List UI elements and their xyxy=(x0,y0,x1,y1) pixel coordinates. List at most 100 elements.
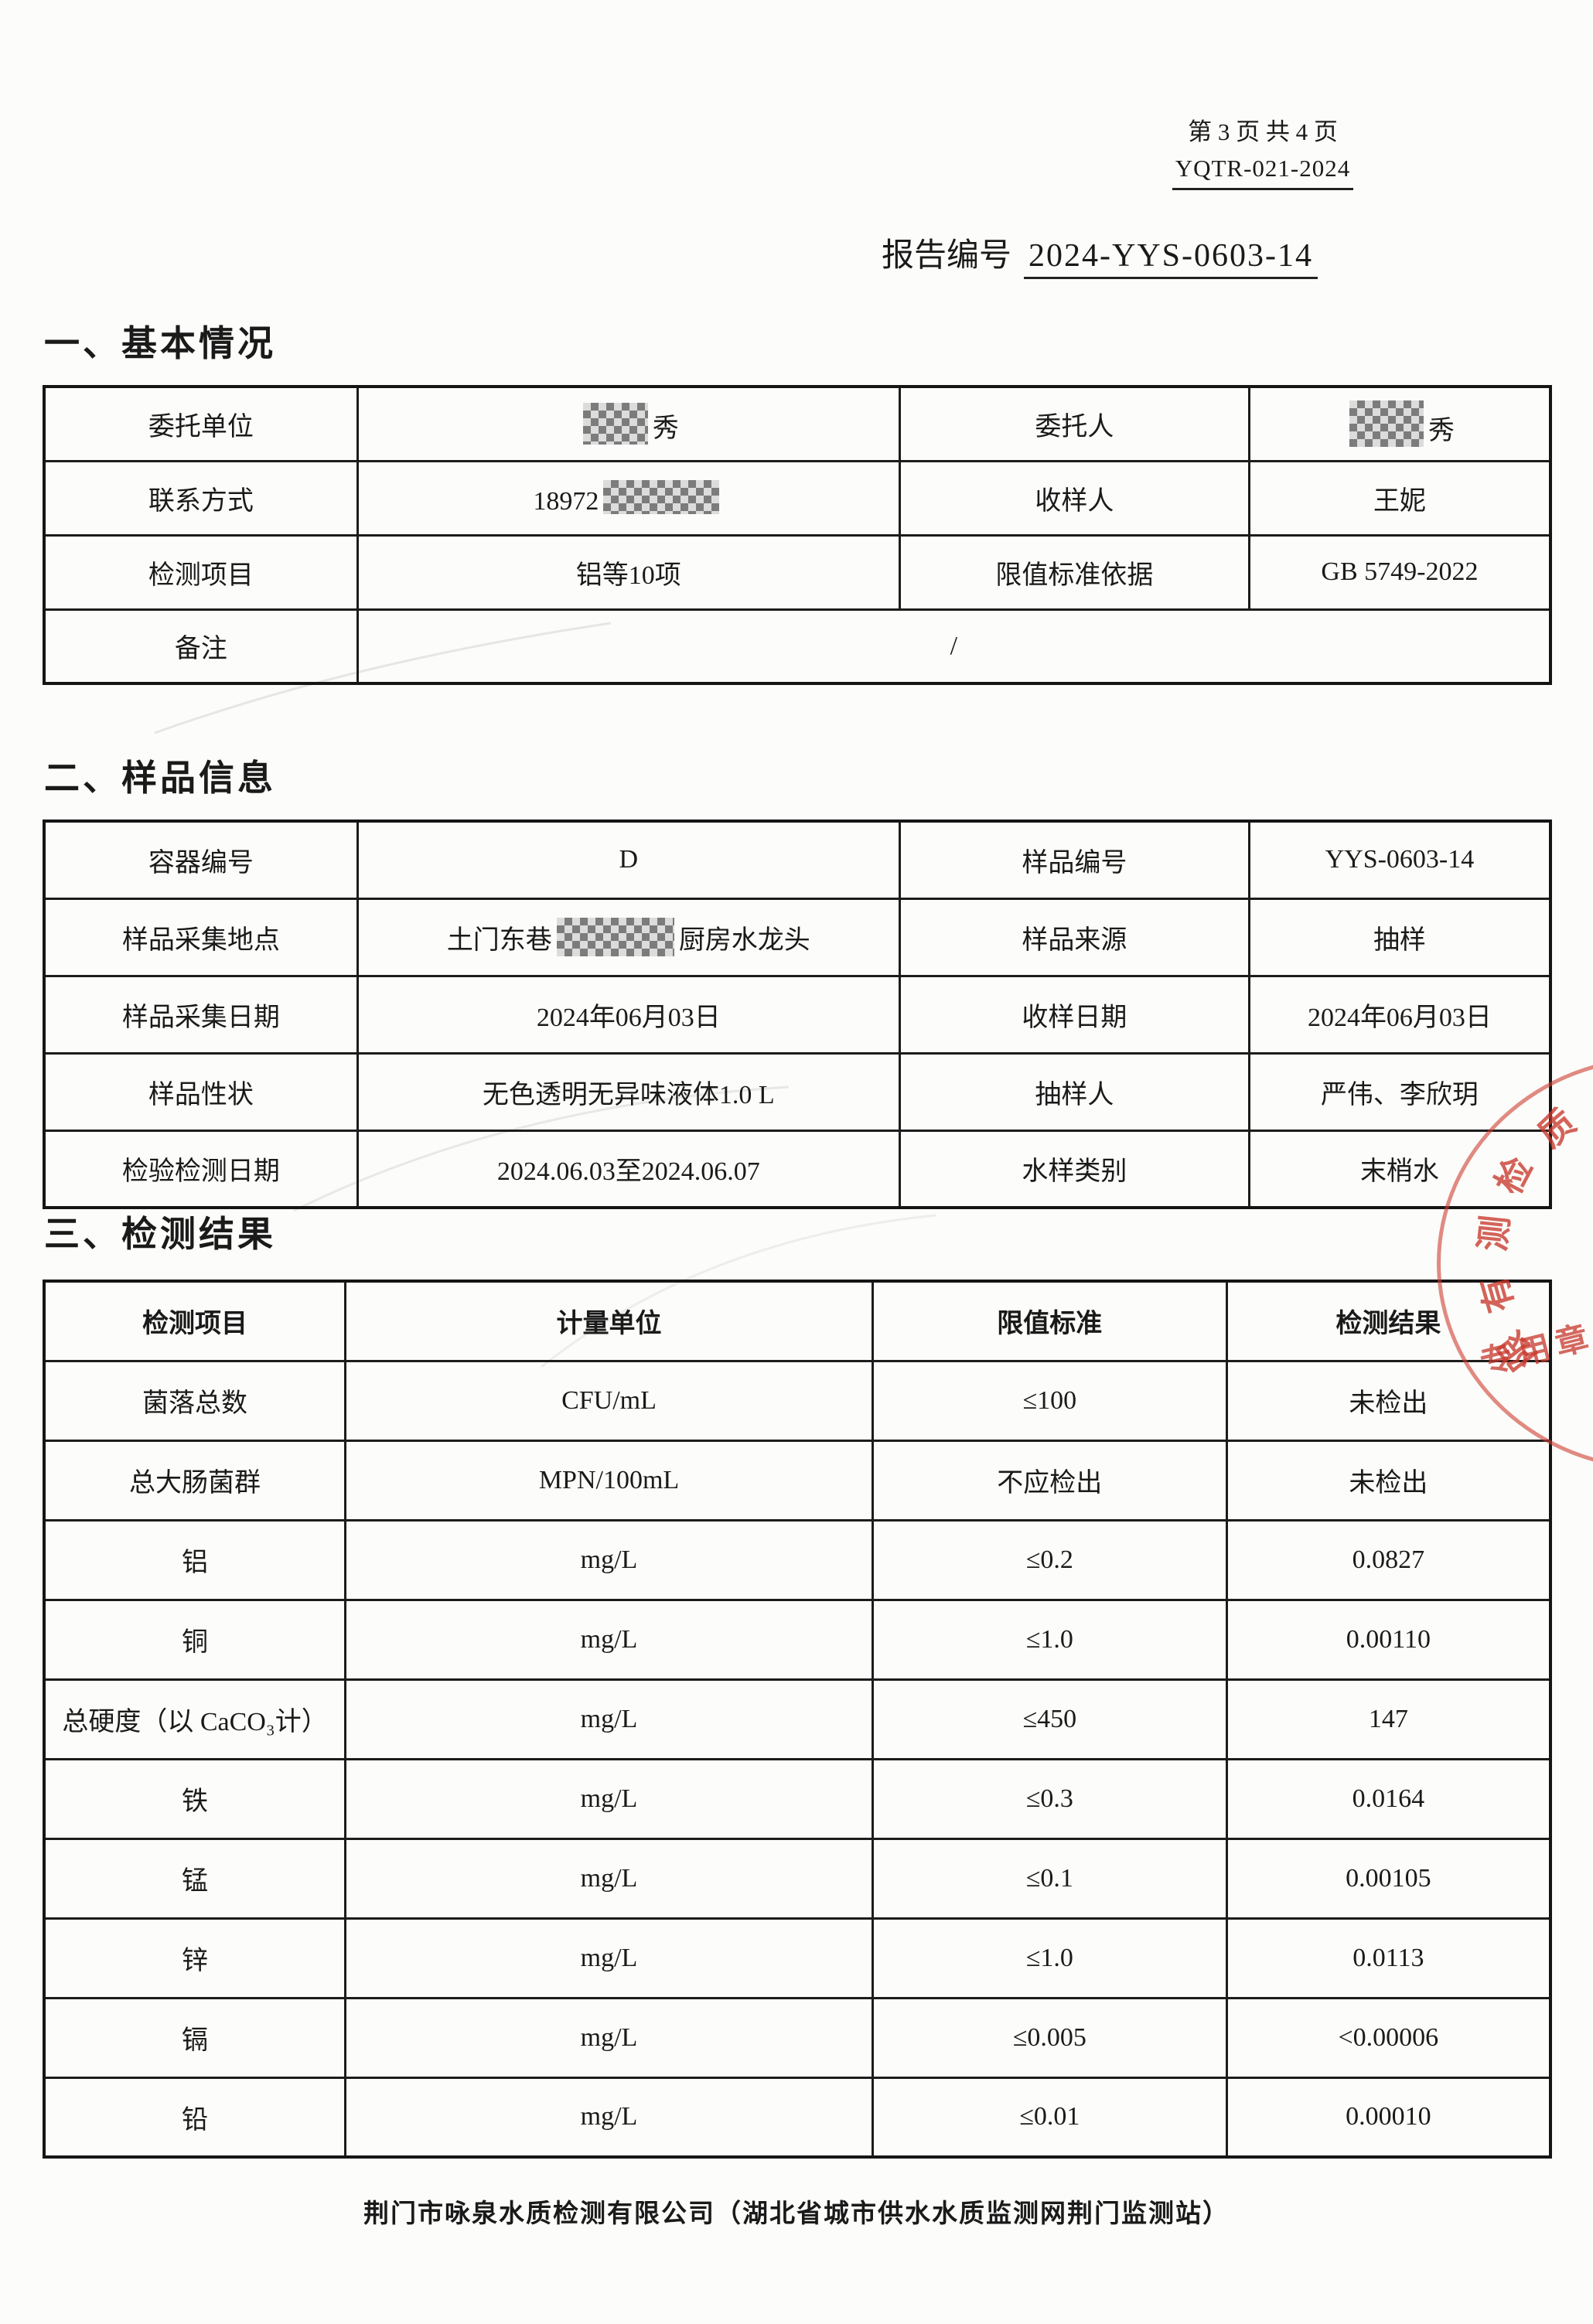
result-item: 镉 xyxy=(43,1996,347,2079)
cell-value-sample-no: YYS-0603-14 xyxy=(1247,820,1552,900)
cell-label: 委托单位 xyxy=(43,385,359,462)
footer-company: 荆门市咏泉水质检测有限公司（湖北省城市供水水质监测网荆门监测站） xyxy=(363,2200,1230,2228)
table-row: 锰 mg/L ≤0.1 0.00105 xyxy=(43,1837,1552,1920)
site-prefix: 土门东巷 xyxy=(446,926,552,955)
cell-value-sample-character: 无色透明无异味液体1.0 L xyxy=(356,1051,901,1132)
results-table: 检测项目 计量单位 限值标准 检测结果 菌落总数 CFU/mL ≤100 未检出… xyxy=(43,1280,1552,2159)
cell-label: 联系方式 xyxy=(43,459,359,537)
result-value: 0.0164 xyxy=(1225,1757,1552,1840)
cell-label: 样品采集日期 xyxy=(43,974,359,1055)
cell-label: 备注 xyxy=(43,608,359,685)
table-row: 样品性状 无色透明无异味液体1.0 L 抽样人 严伟、李欣玥 xyxy=(43,1051,1552,1132)
cell-value-remark: / xyxy=(356,608,1552,685)
result-unit: mg/L xyxy=(344,1917,874,1999)
report-number-value: 2024-YYS-0603-14 xyxy=(1024,237,1318,279)
report-number-line: 报告编号 2024-YYS-0603-14 xyxy=(882,229,1318,279)
column-header: 计量单位 xyxy=(344,1280,874,1362)
table-header-row: 检测项目 计量单位 限值标准 检测结果 xyxy=(43,1280,1552,1362)
result-value: 0.00110 xyxy=(1225,1598,1552,1681)
result-limit: ≤100 xyxy=(871,1359,1228,1442)
result-value: 0.00010 xyxy=(1225,2076,1552,2159)
table-row: 检验检测日期 2024.06.03至2024.06.07 水样类别 末梢水 xyxy=(43,1129,1552,1209)
table-row: 铅 mg/L ≤0.01 0.00010 xyxy=(43,2076,1552,2159)
result-unit: mg/L xyxy=(344,1996,874,2079)
table-row: 锌 mg/L ≤1.0 0.0113 xyxy=(43,1917,1552,1999)
cell-label: 收样日期 xyxy=(898,974,1250,1055)
table-row: 总大肠菌群 MPN/100mL 不应检出 未检出 xyxy=(43,1439,1552,1522)
result-unit: mg/L xyxy=(344,1757,874,1840)
cell-value-sampler: 王妮 xyxy=(1247,459,1552,537)
result-limit: ≤1.0 xyxy=(871,1917,1228,1999)
table-row: 备注 / xyxy=(43,608,1552,685)
result-item: 锰 xyxy=(43,1837,347,1920)
redacted-text xyxy=(582,403,648,445)
result-value: 0.00105 xyxy=(1225,1837,1552,1920)
cell-label: 检验检测日期 xyxy=(43,1129,359,1209)
result-item: 总硬度（以 CaCO₃计） xyxy=(43,1678,347,1760)
result-unit: mg/L xyxy=(344,2076,874,2159)
cell-label: 检测项目 xyxy=(43,533,359,611)
result-value: 147 xyxy=(1225,1678,1552,1760)
basic-info-table: 委托单位 秀 委托人 秀 联系方式 18972 收样人 王妮 检测项目 铝等10… xyxy=(43,385,1552,685)
cell-value-phone: 18972 xyxy=(356,459,901,537)
cell-value-standard: GB 5749-2022 xyxy=(1247,533,1552,611)
result-value: 未检出 xyxy=(1225,1439,1552,1522)
table-row: 菌落总数 CFU/mL ≤100 未检出 xyxy=(43,1359,1552,1442)
column-header: 限值标准 xyxy=(871,1280,1228,1362)
result-value: <0.00006 xyxy=(1225,1996,1552,2079)
cell-value-receive-date: 2024年06月03日 xyxy=(1247,974,1552,1055)
cell-value-client-unit: 秀 xyxy=(356,385,901,462)
cell-value-client-person: 秀 xyxy=(1247,385,1552,462)
table-row: 总硬度（以 CaCO₃计） mg/L ≤450 147 xyxy=(43,1678,1552,1760)
page-number: 第 3 页 共 4 页 xyxy=(1188,118,1338,145)
result-limit: ≤450 xyxy=(871,1678,1228,1760)
table-row: 铜 mg/L ≤1.0 0.00110 xyxy=(43,1598,1552,1681)
cell-label: 水样类别 xyxy=(898,1129,1250,1209)
cell-label: 容器编号 xyxy=(43,820,359,900)
cell-label: 样品编号 xyxy=(898,820,1250,900)
result-item: 菌落总数 xyxy=(43,1359,347,1442)
client-person-suffix: 秀 xyxy=(1428,417,1455,446)
redacted-text xyxy=(1349,400,1424,448)
column-header: 检测项目 xyxy=(43,1280,347,1362)
result-unit: mg/L xyxy=(344,1518,874,1601)
table-row: 样品采集地点 土门东巷 厨房水龙头 样品来源 抽样 xyxy=(43,897,1552,977)
site-suffix: 厨房水龙头 xyxy=(678,926,810,955)
redacted-text xyxy=(556,918,674,956)
cell-label: 限值标准依据 xyxy=(898,533,1250,611)
section-title-sample-info: 二、样品信息 xyxy=(44,758,276,798)
cell-value-test-items: 铝等10项 xyxy=(356,533,901,611)
result-value: 0.0827 xyxy=(1225,1518,1552,1601)
cell-label: 样品采集地点 xyxy=(43,897,359,977)
table-row: 样品采集日期 2024年06月03日 收样日期 2024年06月03日 xyxy=(43,974,1552,1055)
result-limit: ≤0.1 xyxy=(871,1837,1228,1920)
cell-value-sampling-date: 2024年06月03日 xyxy=(356,974,901,1055)
result-unit: mg/L xyxy=(344,1678,874,1760)
report-number-label: 报告编号 xyxy=(882,238,1012,274)
result-item: 铅 xyxy=(43,2076,347,2159)
sample-info-table: 容器编号 D 样品编号 YYS-0603-14 样品采集地点 土门东巷 厨房水龙头… xyxy=(43,820,1552,1209)
result-value: 0.0113 xyxy=(1225,1917,1552,1999)
redacted-text xyxy=(603,479,720,514)
client-unit-suffix: 秀 xyxy=(652,414,679,444)
result-item: 铁 xyxy=(43,1757,347,1840)
cell-value-sampling-persons: 严伟、李欣玥 xyxy=(1247,1051,1552,1132)
result-unit: MPN/100mL xyxy=(344,1439,874,1522)
result-limit: 不应检出 xyxy=(871,1439,1228,1522)
result-limit: ≤0.3 xyxy=(871,1757,1228,1840)
stamp-ring-char: 测 xyxy=(1472,1213,1516,1253)
cell-label: 样品来源 xyxy=(898,897,1250,977)
phone-prefix: 18972 xyxy=(533,486,599,516)
result-unit: CFU/mL xyxy=(344,1359,874,1442)
result-item: 锌 xyxy=(43,1917,347,1999)
table-row: 镉 mg/L ≤0.005 <0.00006 xyxy=(43,1996,1552,2079)
result-limit: ≤0.2 xyxy=(871,1518,1228,1601)
table-row: 容器编号 D 样品编号 YYS-0603-14 xyxy=(43,820,1552,900)
table-row: 铝 mg/L ≤0.2 0.0827 xyxy=(43,1518,1552,1601)
result-limit: ≤0.005 xyxy=(871,1996,1228,2079)
result-item: 铝 xyxy=(43,1518,347,1601)
table-row: 检测项目 铝等10项 限值标准依据 GB 5749-2022 xyxy=(43,533,1552,611)
result-limit: ≤0.01 xyxy=(871,2076,1228,2159)
section-title-basic-info: 一、基本情况 xyxy=(44,324,276,363)
